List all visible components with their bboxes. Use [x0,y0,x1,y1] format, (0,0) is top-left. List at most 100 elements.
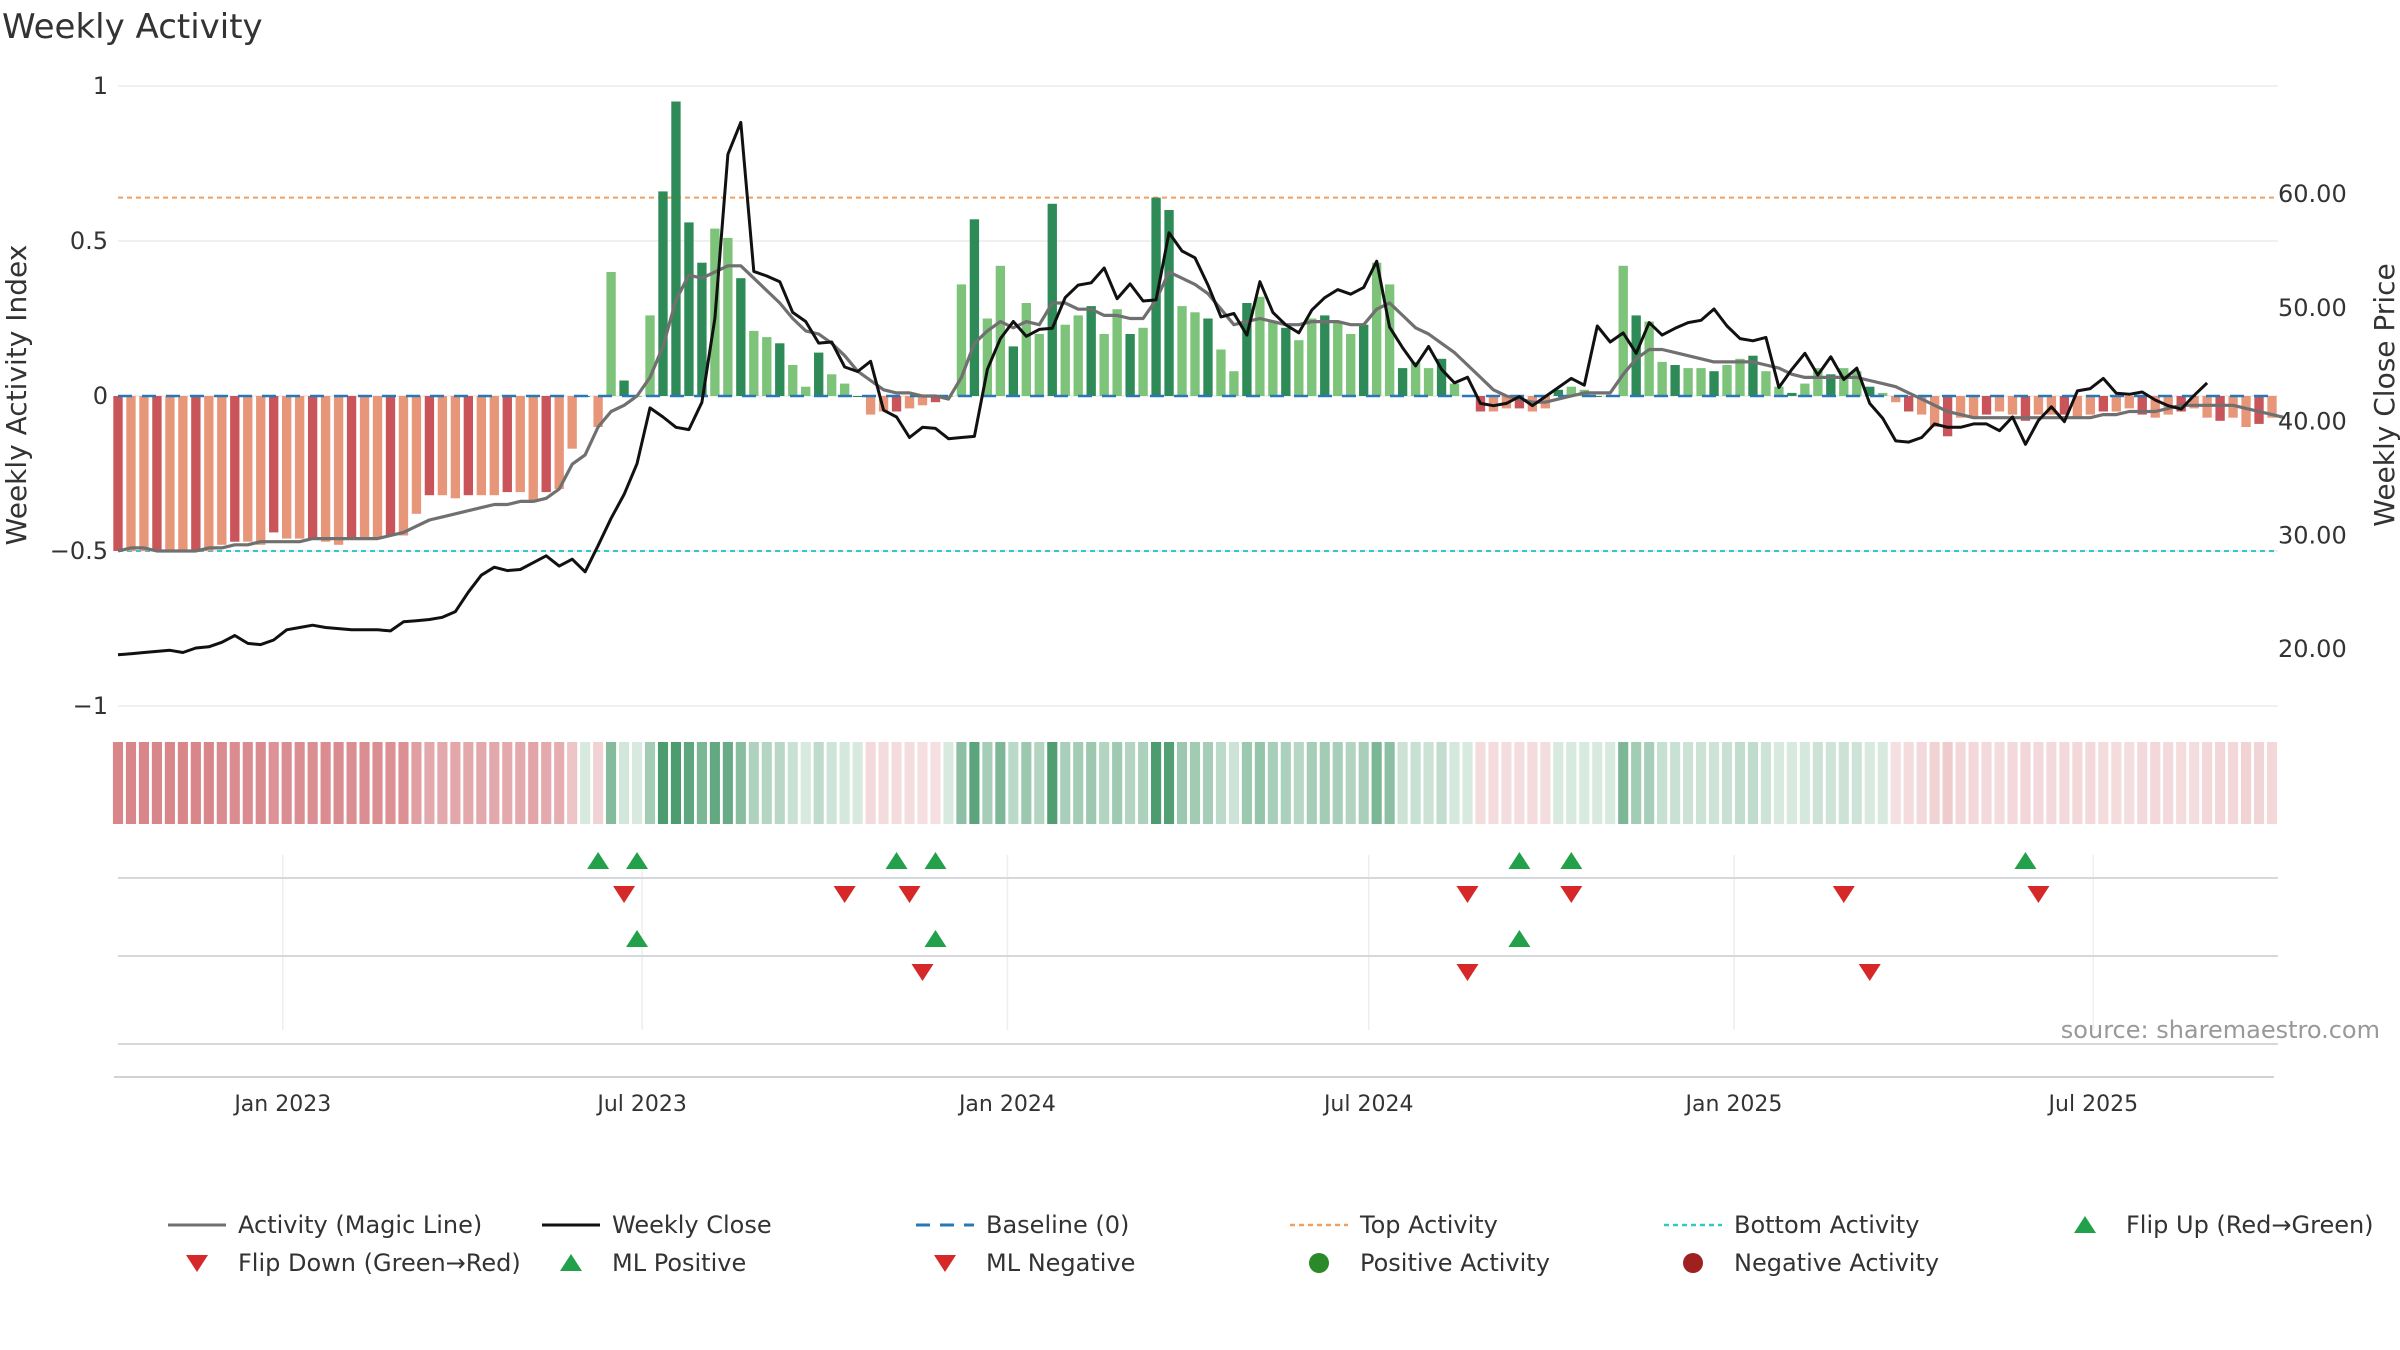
activity-bar [191,396,201,551]
heat-cell [1864,742,1875,824]
heat-cell [2033,742,2044,824]
flip-down-marker [613,886,636,903]
heat-cell [320,742,331,824]
activity-bar [762,337,772,396]
heat-cell [826,742,837,824]
heat-cell [787,742,798,824]
heat-cell [1267,742,1278,824]
flip-up-marker [626,930,649,947]
activity-bar [995,265,1006,396]
activity-bar [1008,346,1019,396]
heat-cell [1670,742,1681,824]
legend-item: Bottom Activity [1664,1211,1919,1239]
activity-bar [684,222,694,396]
activity-bar [528,396,538,502]
activity-bar [1423,368,1434,396]
flip-up-marker [885,852,908,869]
legend-item: Flip Up (Red→Green) [2074,1211,2374,1239]
activity-bar [1047,203,1057,396]
activity-bar [814,352,824,396]
activity-bar [489,396,499,496]
activity-bar [502,396,512,493]
activity-bar [1904,396,1914,412]
activity-bar [930,396,941,403]
heat-cell [709,742,720,824]
heat-cell [1579,742,1590,824]
heat-cell [930,742,941,824]
heat-cell [2240,742,2252,824]
heat-cell [1553,742,1564,824]
activity-bar [398,396,409,536]
activity-bar [333,396,344,545]
heat-cell [995,742,1006,824]
activity-bar [1683,368,1693,396]
heat-cell [761,742,772,824]
triangle-up-icon [560,1254,582,1271]
heat-cell [1475,742,1486,824]
heat-cell [1916,742,1927,824]
activity-bar [1177,306,1187,396]
activity-bar [1929,396,1940,427]
heat-cell [1254,742,1265,824]
right-tick-label: 50.00 [2278,294,2347,322]
legend: Activity (Magic Line) Weekly Close Baselin… [168,1211,2374,1277]
activity-bar [1384,284,1395,396]
flip-up-marker [1508,930,1531,947]
heat-cell [1981,742,1992,824]
heat-cell [2046,742,2057,824]
activity-bar [307,396,318,539]
activity-bar [2215,396,2225,421]
heat-cell [1060,742,1071,824]
activity-bar [243,396,253,542]
heat-cell [333,742,344,824]
legend-label: ML Negative [986,1249,1135,1277]
flip-down-marker [1456,886,1479,903]
heat-cell [1825,742,1836,824]
activity-bar [801,386,811,396]
heat-cell [1708,742,1720,824]
flip-up-marker [2014,852,2037,869]
heat-cell [1332,742,1343,824]
flip-up-marker [626,852,649,869]
heat-cell [1644,742,1655,824]
heat-cell [1514,742,1525,824]
activity-bar [1281,327,1291,396]
activity-bar [178,396,188,551]
heat-cell [1501,742,1512,824]
heat-cell [1592,742,1603,824]
activity-bar [1618,265,1628,396]
activity-bar [269,396,279,533]
heat-cell [2111,742,2122,824]
activity-bar [424,396,435,496]
heat-cell [1293,742,1304,824]
activity-bar [1865,386,1875,396]
heat-cell [242,742,253,824]
flip-down-marker [911,964,934,981]
heat-cell [489,742,500,824]
heat-cell [865,742,876,824]
heat-cell [1695,742,1707,824]
activity-bar [1891,396,1901,403]
activity-bar [2046,396,2057,415]
heat-cell [2202,742,2213,824]
heat-cell [1799,742,1810,824]
heat-cell [1138,742,1149,824]
date-tick-label: Jan 2023 [232,1092,331,1117]
activity-bar [982,318,993,396]
activity-bar [2124,396,2134,409]
heat-cell [1566,742,1577,824]
activity-bar [385,396,396,536]
heat-cell [1151,742,1162,824]
date-tick-label: Jan 2024 [957,1092,1056,1117]
activity-bar [2267,396,2277,418]
date-tick-label: Jan 2025 [1684,1092,1783,1117]
activity-bar [450,396,461,499]
activity-bar [1592,396,1602,397]
heat-cell [670,742,682,824]
activity-bar [346,396,357,539]
heat-cell [1073,742,1084,824]
legend-label: Top Activity [1359,1211,1498,1239]
heat-cell [696,742,707,824]
activity-bar [1021,303,1031,396]
